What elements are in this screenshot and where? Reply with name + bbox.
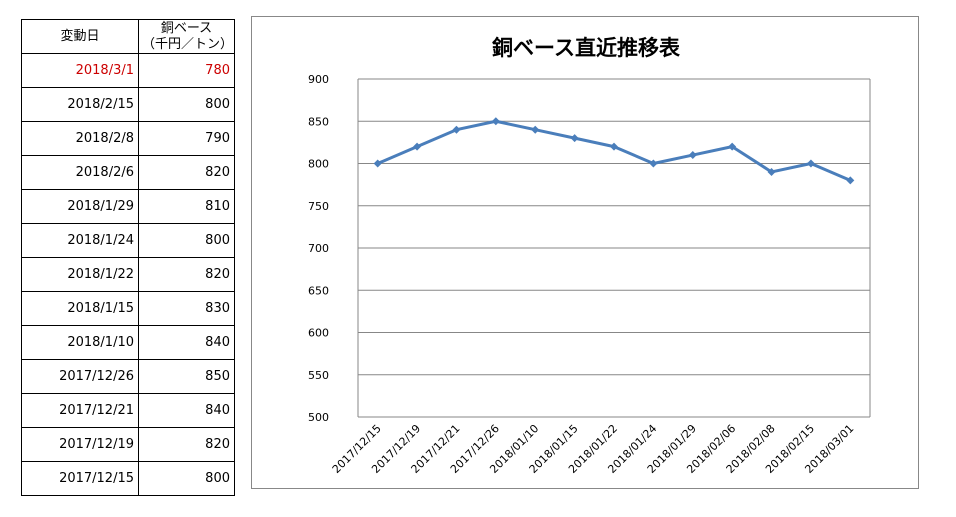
- row-date: 2018/3/1: [21, 53, 139, 88]
- table-row: 2018/1/29 810: [21, 189, 235, 224]
- data-point: [531, 125, 540, 134]
- row-price: 800: [138, 461, 235, 496]
- row-price: 840: [138, 393, 235, 428]
- table-row: 2018/2/8 790: [21, 121, 235, 156]
- data-point: [491, 117, 500, 126]
- row-price: 820: [138, 155, 235, 190]
- series-line: [377, 119, 851, 182]
- chart-title: 銅ベース直近推移表: [492, 36, 681, 60]
- price-history-table: 変動日 銅ベース （千円／トン） 2018/3/1 780 2018/2/15 800…: [21, 19, 235, 496]
- row-price: 850: [138, 359, 235, 394]
- row-date: 2017/12/21: [21, 393, 139, 428]
- y-axis-ticks: 500 550 600 650 700 750 800 850 900: [308, 73, 329, 424]
- data-point: [373, 159, 382, 168]
- y-tick-label: 650: [308, 284, 329, 297]
- row-date: 2017/12/26: [21, 359, 139, 394]
- y-tick-label: 900: [308, 73, 329, 86]
- data-point: [728, 142, 737, 151]
- y-tick-label: 700: [308, 242, 329, 255]
- row-date: 2017/12/19: [21, 427, 139, 462]
- y-tick-label: 600: [308, 327, 329, 340]
- row-price: 780: [138, 53, 235, 88]
- data-point: [767, 167, 776, 176]
- data-point: [570, 134, 579, 143]
- header-change-date: 変動日: [21, 19, 139, 54]
- header-copper-base-unit: （千円／トン）: [142, 36, 234, 52]
- row-price: 800: [138, 223, 235, 258]
- data-point: [413, 142, 422, 151]
- row-date: 2018/1/29: [21, 189, 139, 224]
- y-tick-label: 850: [308, 115, 329, 128]
- table-row: 2018/1/10 840: [21, 325, 235, 360]
- y-tick-label: 550: [308, 369, 329, 382]
- row-price: 820: [138, 257, 235, 292]
- y-tick-label: 750: [308, 200, 329, 213]
- data-point: [806, 159, 815, 168]
- row-date: 2018/1/10: [21, 325, 139, 360]
- table-row: 2017/12/21 840: [21, 393, 235, 428]
- header-copper-base-title: 銅ベース: [160, 20, 213, 36]
- table-row: 2018/2/6 820: [21, 155, 235, 190]
- row-date: 2018/2/15: [21, 87, 139, 122]
- row-price: 810: [138, 189, 235, 224]
- data-point: [452, 125, 461, 134]
- row-price: 840: [138, 325, 235, 360]
- table-body: 2018/3/1 780 2018/2/15 800 2018/2/8 790 2018/2…: [21, 53, 235, 496]
- row-date: 2018/2/6: [21, 155, 139, 190]
- table-row: 2018/1/24 800: [21, 223, 235, 258]
- series-copper-base: [373, 117, 855, 185]
- row-date: 2018/1/22: [21, 257, 139, 292]
- row-price: 830: [138, 291, 235, 326]
- row-date: 2017/12/15: [21, 461, 139, 496]
- row-date: 2018/1/15: [21, 291, 139, 326]
- header-copper-base: 銅ベース （千円／トン）: [138, 19, 235, 54]
- line-chart: 銅ベース直近推移表 500 550 600 650 700 750 800 850 900 20…: [308, 36, 871, 476]
- row-date: 2018/1/24: [21, 223, 139, 258]
- row-date: 2018/2/8: [21, 121, 139, 156]
- table-row: 2018/3/1 780: [21, 53, 235, 88]
- table-row: 2017/12/26 850: [21, 359, 235, 394]
- data-point: [610, 142, 618, 151]
- row-price: 790: [138, 121, 235, 156]
- data-point: [846, 176, 855, 185]
- table-header-row: 変動日 銅ベース （千円／トン）: [21, 19, 235, 54]
- row-price: 800: [138, 87, 235, 122]
- chart-area: 銅ベース直近推移表 500 550 600 650 700 750 800 850 900 20…: [251, 16, 919, 489]
- x-axis-ticks: 2017/12/152017/12/192017/12/212017/12/26…: [330, 422, 857, 476]
- y-tick-label: 800: [308, 158, 329, 171]
- table-row: 2018/2/15 800: [21, 87, 235, 122]
- y-tick-label: 500: [308, 411, 329, 424]
- table-row: 2018/1/15 830: [21, 291, 235, 326]
- data-point: [688, 151, 697, 160]
- data-point: [649, 159, 658, 168]
- table-row: 2017/12/15 800: [21, 461, 235, 496]
- row-price: 820: [138, 427, 235, 462]
- table-row: 2018/1/22 820: [21, 257, 235, 292]
- table-row: 2017/12/19 820: [21, 427, 235, 462]
- chart-gridlines: [357, 78, 871, 418]
